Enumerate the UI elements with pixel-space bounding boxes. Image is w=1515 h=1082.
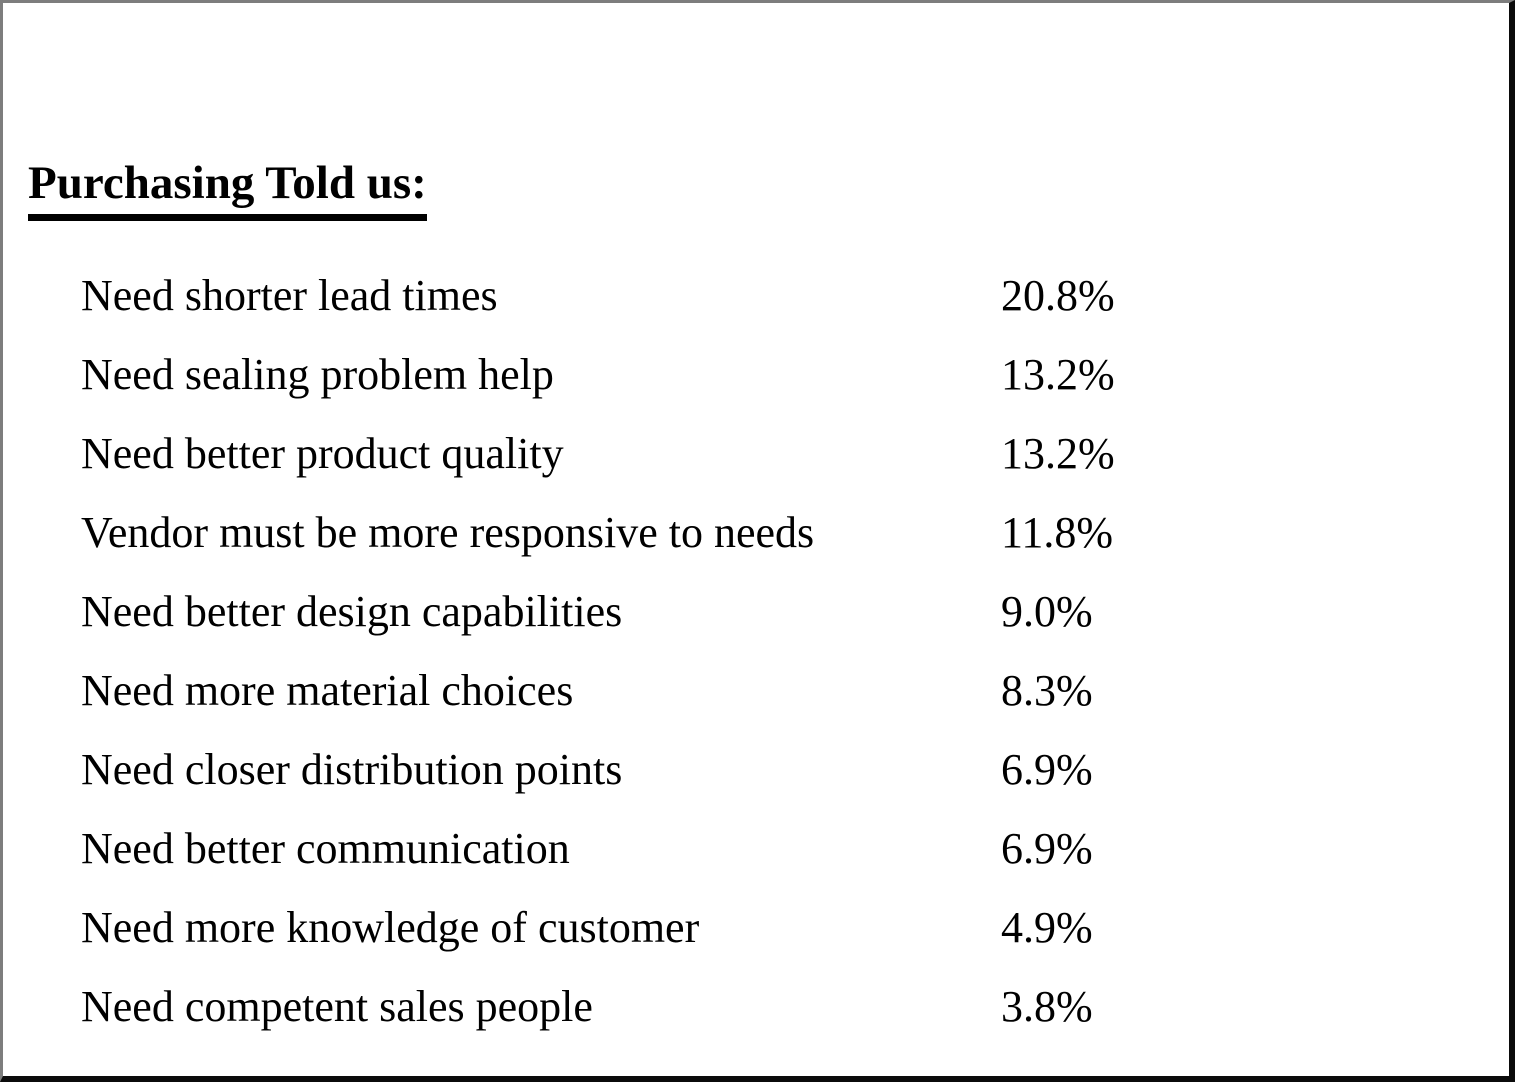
item-label: Need better communication [81, 823, 570, 873]
item-label: Need closer distribution points [81, 744, 623, 794]
list-item: Need closer distribution points 6.9% [81, 730, 1441, 809]
item-label: Need better design capabilities [81, 586, 623, 636]
item-label: Need sealing problem help [81, 349, 554, 399]
item-percentage: 11.8% [1001, 507, 1114, 557]
item-percentage: 13.2% [1001, 349, 1115, 399]
item-percentage: 8.3% [1001, 665, 1093, 715]
item-label: Need shorter lead times [81, 270, 498, 320]
needs-list: Need shorter lead times 20.8% Need seali… [81, 256, 1441, 1046]
item-percentage: 20.8% [1001, 270, 1115, 320]
item-percentage: 6.9% [1001, 744, 1093, 794]
item-label: Need better product quality [81, 428, 564, 478]
list-item: Need better communication 6.9% [81, 809, 1441, 888]
item-percentage: 6.9% [1001, 823, 1093, 873]
list-item: Need competent sales people 3.8% [81, 967, 1441, 1046]
page-title: Purchasing Told us: [28, 157, 427, 221]
list-item: Need more knowledge of customer 4.9% [81, 888, 1441, 967]
item-label: Need more knowledge of customer [81, 902, 700, 952]
list-item: Need more material choices 8.3% [81, 651, 1441, 730]
item-percentage: 4.9% [1001, 902, 1093, 952]
item-percentage: 3.8% [1001, 981, 1093, 1031]
list-item: Vendor must be more responsive to needs … [81, 493, 1441, 572]
item-label: Need more material choices [81, 665, 574, 715]
item-label: Vendor must be more responsive to needs [81, 507, 815, 557]
item-percentage: 9.0% [1001, 586, 1093, 636]
list-item: Need better product quality 13.2% [81, 414, 1441, 493]
item-percentage: 13.2% [1001, 428, 1115, 478]
list-item: Need better design capabilities 9.0% [81, 572, 1441, 651]
list-item: Need sealing problem help 13.2% [81, 335, 1441, 414]
item-label: Need competent sales people [81, 981, 593, 1031]
list-item: Need shorter lead times 20.8% [81, 256, 1441, 335]
